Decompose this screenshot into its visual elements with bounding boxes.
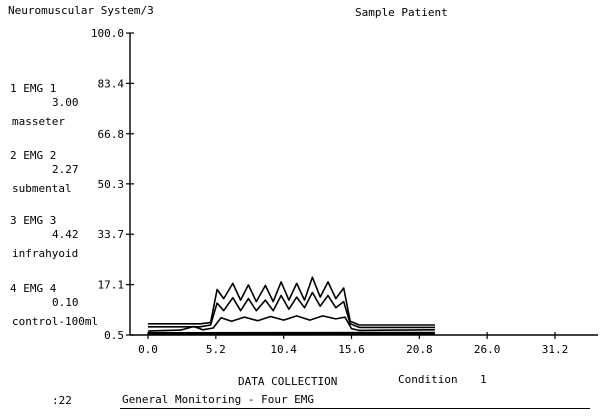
channel-label: 4 EMG 4 bbox=[10, 282, 57, 295]
y-tick-label: 17.1 bbox=[98, 279, 125, 292]
channel-value: 3.00 bbox=[52, 96, 79, 109]
channel-label: 2 EMG 2 bbox=[10, 149, 57, 162]
y-tick-label: 100.0 bbox=[91, 27, 124, 40]
x-tick-label: 20.8 bbox=[406, 343, 433, 356]
chart-series bbox=[147, 276, 436, 335]
channel-muscle: infrahyoid bbox=[12, 247, 79, 260]
chart-ticks: 100.0 83.4 66.8 50.3 33.7 17.1 0.5 0.0 5.2 10.4 15… bbox=[91, 27, 568, 356]
condition-label: Condition bbox=[398, 373, 458, 386]
protocol-name: General Monitoring - Four EMG bbox=[122, 393, 315, 406]
channel-muscle: submental bbox=[12, 182, 72, 195]
y-tick-label: 33.7 bbox=[98, 228, 125, 241]
channel-muscle: control-100ml bbox=[12, 315, 99, 328]
y-tick-label: 66.8 bbox=[98, 128, 125, 141]
y-tick-label: 83.4 bbox=[98, 77, 125, 90]
channel-value: 2.27 bbox=[52, 163, 79, 176]
footer-divider bbox=[120, 408, 590, 409]
y-tick-label: 50.3 bbox=[98, 178, 125, 191]
emg-series-3-line bbox=[147, 315, 436, 332]
system-title: Neuromuscular System/3 bbox=[8, 4, 154, 17]
x-tick-label: 10.4 bbox=[270, 343, 297, 356]
channel-muscle: masseter bbox=[12, 115, 65, 128]
channel-value: 4.42 bbox=[52, 228, 79, 241]
channel-label: 1 EMG 1 bbox=[10, 82, 57, 95]
x-tick-label: 5.2 bbox=[206, 343, 226, 356]
emg-series-1-line bbox=[148, 276, 435, 326]
x-tick-label: 31.2 bbox=[542, 343, 569, 356]
mode-label: DATA COLLECTION bbox=[238, 375, 338, 388]
elapsed-time: :22 bbox=[52, 394, 72, 407]
x-tick-label: 26.0 bbox=[474, 343, 501, 356]
patient-name: Sample Patient bbox=[355, 6, 448, 19]
y-tick-label: 0.5 bbox=[104, 329, 124, 342]
channel-value: 0.10 bbox=[52, 296, 79, 309]
x-tick-label: 0.0 bbox=[138, 343, 158, 356]
chart-axes bbox=[129, 33, 598, 336]
channel-label: 3 EMG 3 bbox=[10, 214, 57, 227]
x-tick-label: 15.6 bbox=[338, 343, 365, 356]
emg-series-2-line bbox=[148, 291, 435, 329]
condition-value: 1 bbox=[480, 373, 487, 386]
